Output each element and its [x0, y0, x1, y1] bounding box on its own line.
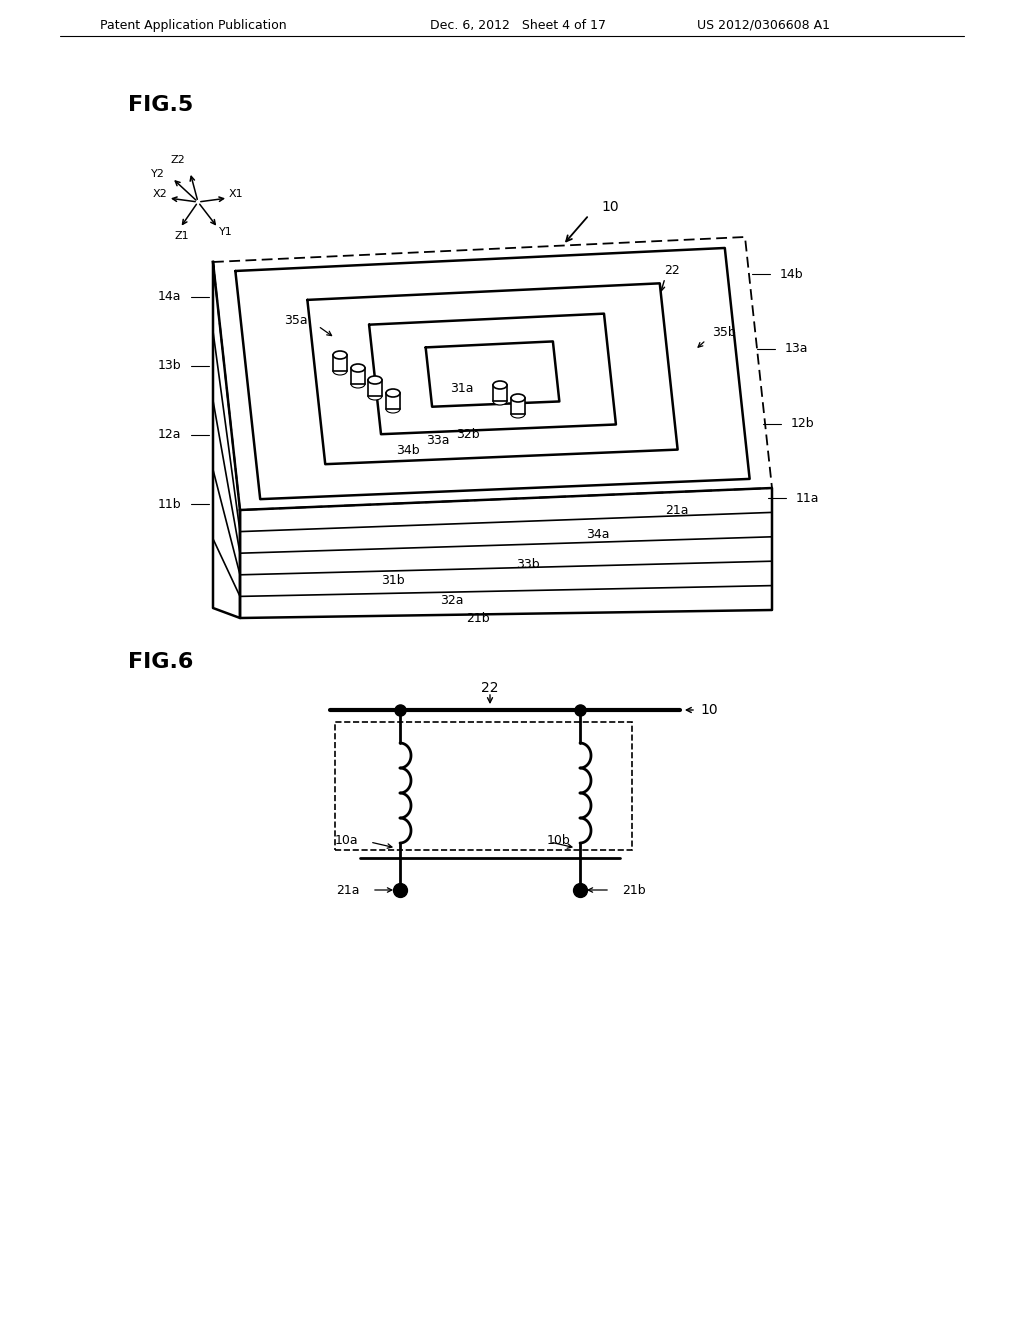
- Text: X1: X1: [228, 189, 244, 199]
- Bar: [511, 399, 525, 414]
- Bar: [333, 355, 347, 371]
- Text: 31a: 31a: [451, 381, 474, 395]
- Text: Y2: Y2: [152, 169, 165, 180]
- Text: Z2: Z2: [171, 154, 185, 165]
- Ellipse shape: [493, 381, 507, 389]
- Text: 12a: 12a: [158, 429, 181, 441]
- Text: 32a: 32a: [440, 594, 464, 606]
- Ellipse shape: [386, 389, 400, 397]
- Text: 35a: 35a: [285, 314, 308, 326]
- Text: 14b: 14b: [779, 268, 803, 281]
- Ellipse shape: [511, 411, 525, 418]
- Text: Y1: Y1: [219, 227, 232, 238]
- Ellipse shape: [351, 364, 365, 372]
- Text: 13a: 13a: [785, 342, 809, 355]
- Text: Dec. 6, 2012   Sheet 4 of 17: Dec. 6, 2012 Sheet 4 of 17: [430, 18, 606, 32]
- Text: 31b: 31b: [381, 573, 404, 586]
- Text: 34a: 34a: [587, 528, 609, 541]
- Text: 10: 10: [700, 704, 718, 717]
- Text: 22: 22: [665, 264, 680, 276]
- Text: 12b: 12b: [791, 417, 814, 430]
- Bar: [493, 385, 507, 401]
- Bar: [351, 368, 365, 384]
- Text: 10b: 10b: [546, 833, 570, 846]
- Text: 10: 10: [601, 201, 618, 214]
- Bar: [335, 722, 632, 850]
- Text: 21a: 21a: [665, 503, 688, 516]
- Text: 21b: 21b: [622, 883, 645, 896]
- Text: US 2012/0306608 A1: US 2012/0306608 A1: [697, 18, 830, 32]
- Ellipse shape: [351, 380, 365, 388]
- Text: 34b: 34b: [396, 444, 420, 457]
- Bar: [368, 380, 382, 396]
- Text: 35b: 35b: [712, 326, 736, 338]
- Text: 11a: 11a: [796, 491, 819, 504]
- Text: 10a: 10a: [335, 833, 358, 846]
- Text: 33b: 33b: [516, 558, 540, 572]
- Text: Z1: Z1: [175, 231, 189, 242]
- Text: 21a: 21a: [337, 883, 360, 896]
- Text: 22: 22: [481, 681, 499, 696]
- Ellipse shape: [386, 405, 400, 413]
- Text: 21b: 21b: [466, 611, 489, 624]
- Ellipse shape: [368, 392, 382, 400]
- Text: 13b: 13b: [158, 359, 181, 372]
- Text: FIG.6: FIG.6: [128, 652, 194, 672]
- Text: X2: X2: [153, 189, 167, 199]
- Ellipse shape: [493, 397, 507, 405]
- Text: Patent Application Publication: Patent Application Publication: [100, 18, 287, 32]
- Text: 11b: 11b: [158, 498, 181, 511]
- Text: 14a: 14a: [158, 290, 181, 304]
- Ellipse shape: [511, 393, 525, 403]
- Text: 32b: 32b: [456, 429, 480, 441]
- Text: 33a: 33a: [426, 433, 450, 446]
- Bar: [386, 393, 400, 409]
- Ellipse shape: [333, 351, 347, 359]
- Ellipse shape: [333, 367, 347, 375]
- Ellipse shape: [368, 376, 382, 384]
- Text: FIG.5: FIG.5: [128, 95, 194, 115]
